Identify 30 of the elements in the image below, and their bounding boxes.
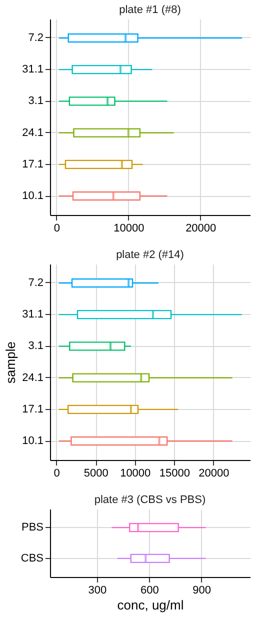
x-tick-label: 20000: [186, 222, 216, 234]
y-tick-label: 7.2: [28, 276, 44, 289]
y-tick-label: 10.1: [22, 190, 44, 202]
y-tick-label: 24.1: [22, 372, 44, 384]
y-tick-label: 31.1: [22, 308, 44, 321]
y-axis-title: sample: [3, 342, 18, 384]
x-axis-title: conc, ug/ml: [117, 598, 184, 612]
x-tick-label: 5000: [84, 468, 108, 480]
x-tick-label: 0: [54, 222, 60, 234]
y-tick-label: 24.1: [22, 126, 44, 139]
x-tick-label: 20000: [198, 468, 230, 480]
x-tick-label: 0: [54, 468, 60, 480]
y-tick-label: 3.1: [28, 95, 44, 108]
x-tick-label: 900: [192, 584, 211, 596]
x-tick-label: 10000: [120, 468, 151, 480]
x-tick-label: 300: [88, 584, 107, 596]
chart-title: plate #1 (#8): [119, 4, 181, 16]
y-tick-label: PBS: [21, 522, 44, 534]
x-tick-label: 10000: [114, 222, 144, 234]
y-tick-label: 17.1: [22, 403, 44, 416]
y-tick-label: 10.1: [22, 435, 44, 448]
y-tick-label: 7.2: [28, 32, 44, 44]
x-tick-label: 600: [140, 584, 159, 596]
y-tick-label: CBS: [20, 552, 44, 564]
y-tick-label: 31.1: [22, 64, 44, 76]
x-tick-label: 15000: [159, 468, 190, 480]
y-tick-label: 3.1: [28, 340, 44, 352]
chart-title: plate #2 (#14): [116, 249, 184, 261]
chart-title: plate #3 (CBS vs PBS): [94, 494, 206, 506]
y-tick-label: 17.1: [22, 158, 44, 170]
